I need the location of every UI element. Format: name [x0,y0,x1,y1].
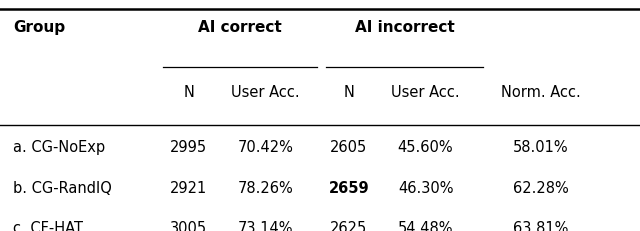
Text: b. CG-RandIQ: b. CG-RandIQ [13,181,111,196]
Text: N: N [184,85,194,100]
Text: 2659: 2659 [328,181,369,196]
Text: Group: Group [13,20,65,35]
Text: 63.81%: 63.81% [513,221,568,231]
Text: 62.28%: 62.28% [513,181,569,196]
Text: User Acc.: User Acc. [391,85,460,100]
Text: AI incorrect: AI incorrect [355,20,454,35]
Text: 2921: 2921 [170,181,207,196]
Text: 2995: 2995 [170,140,207,155]
Text: c. CF-HAT: c. CF-HAT [13,221,83,231]
Text: 3005: 3005 [170,221,207,231]
Text: 58.01%: 58.01% [513,140,568,155]
Text: a. CG-NoExp: a. CG-NoExp [13,140,105,155]
Text: User Acc.: User Acc. [231,85,300,100]
Text: 2625: 2625 [330,221,367,231]
Text: 78.26%: 78.26% [237,181,294,196]
Text: 70.42%: 70.42% [237,140,294,155]
Text: 54.48%: 54.48% [398,221,453,231]
Text: 45.60%: 45.60% [398,140,453,155]
Text: N: N [344,85,354,100]
Text: AI correct: AI correct [198,20,282,35]
Text: Norm. Acc.: Norm. Acc. [501,85,580,100]
Text: 2605: 2605 [330,140,367,155]
Text: 73.14%: 73.14% [238,221,293,231]
Text: 46.30%: 46.30% [398,181,453,196]
